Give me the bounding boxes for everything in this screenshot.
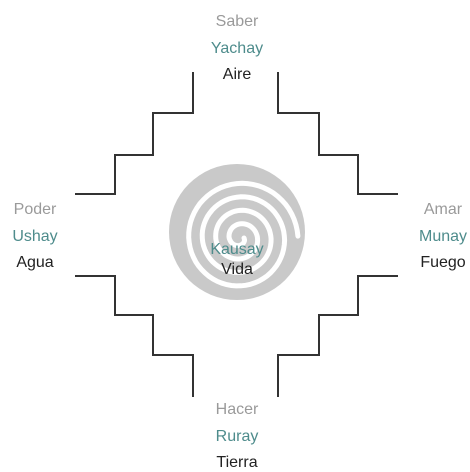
label: Agua [16, 254, 53, 271]
label: Amar [424, 201, 463, 218]
label: Ushay [12, 228, 57, 245]
label: Poder [14, 201, 57, 218]
label: Tierra [216, 454, 257, 471]
label: Vida [221, 261, 253, 278]
stair-top-left [75, 72, 194, 195]
stair-bottom-left [75, 275, 194, 397]
stair-top-right [277, 72, 398, 195]
label: Aire [223, 66, 252, 83]
label: Hacer [216, 401, 259, 418]
label: Yachay [211, 40, 263, 57]
spiral [186, 180, 301, 289]
label: Saber [216, 13, 259, 30]
stair-bottom-right [277, 275, 398, 397]
label: Kausay [210, 241, 263, 258]
label: Fuego [420, 254, 465, 271]
label: Munay [419, 228, 467, 245]
label: Ruray [216, 428, 259, 445]
